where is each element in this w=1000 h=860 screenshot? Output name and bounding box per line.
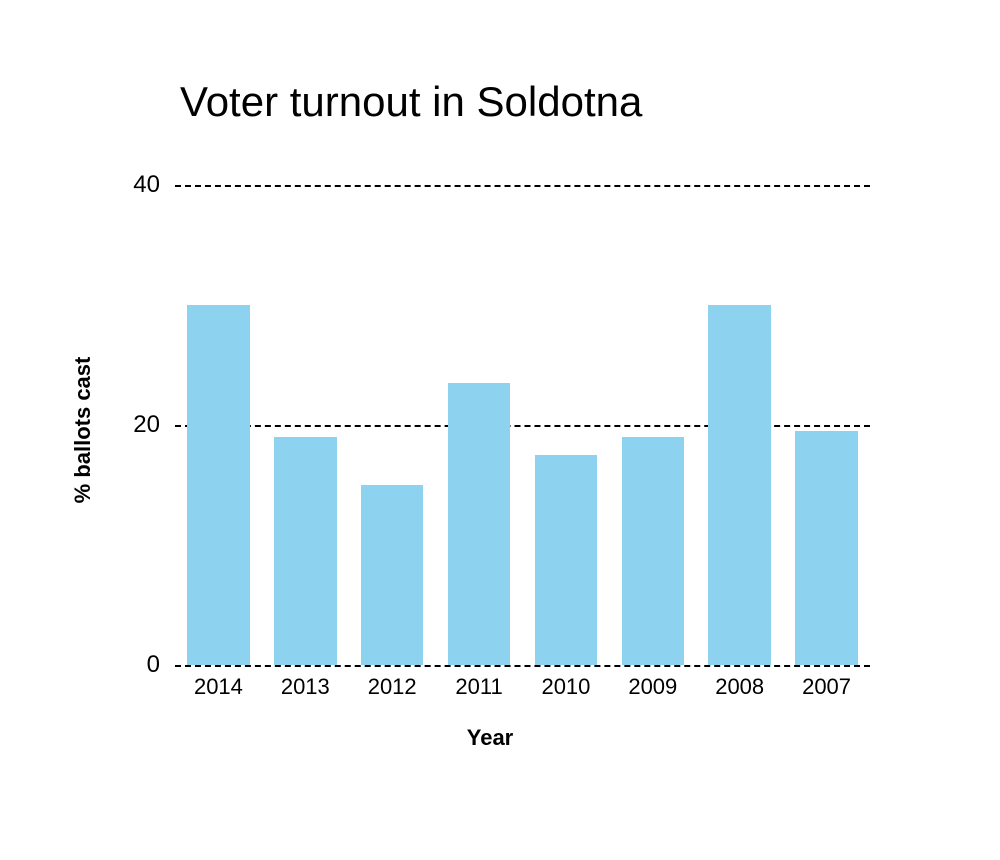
gridline xyxy=(175,665,870,667)
bar xyxy=(448,383,511,665)
x-tick-label: 2008 xyxy=(715,674,764,700)
x-tick-label: 2014 xyxy=(194,674,243,700)
x-tick-label: 2009 xyxy=(628,674,677,700)
y-tick-label: 20 xyxy=(133,411,160,439)
bar xyxy=(187,305,250,665)
bar xyxy=(535,455,598,665)
x-tick-label: 2010 xyxy=(541,674,590,700)
chart-title: Voter turnout in Soldotna xyxy=(180,78,642,126)
bar xyxy=(622,437,685,665)
bar xyxy=(708,305,771,665)
x-axis-title: Year xyxy=(467,725,514,751)
y-tick-label: 40 xyxy=(133,171,160,199)
x-tick-label: 2012 xyxy=(368,674,417,700)
y-axis-title: % ballots cast xyxy=(70,357,96,504)
x-tick-label: 2011 xyxy=(455,674,502,700)
gridline xyxy=(175,185,870,187)
y-tick-label: 0 xyxy=(147,651,160,679)
bar xyxy=(795,431,858,665)
x-tick-label: 2007 xyxy=(802,674,851,700)
plot-area: 0204020142013201220112010200920082007 xyxy=(175,185,870,665)
chart-container: Voter turnout in Soldotna % ballots cast… xyxy=(0,0,1000,860)
x-tick-label: 2013 xyxy=(281,674,330,700)
bar xyxy=(361,485,424,665)
bar xyxy=(274,437,337,665)
